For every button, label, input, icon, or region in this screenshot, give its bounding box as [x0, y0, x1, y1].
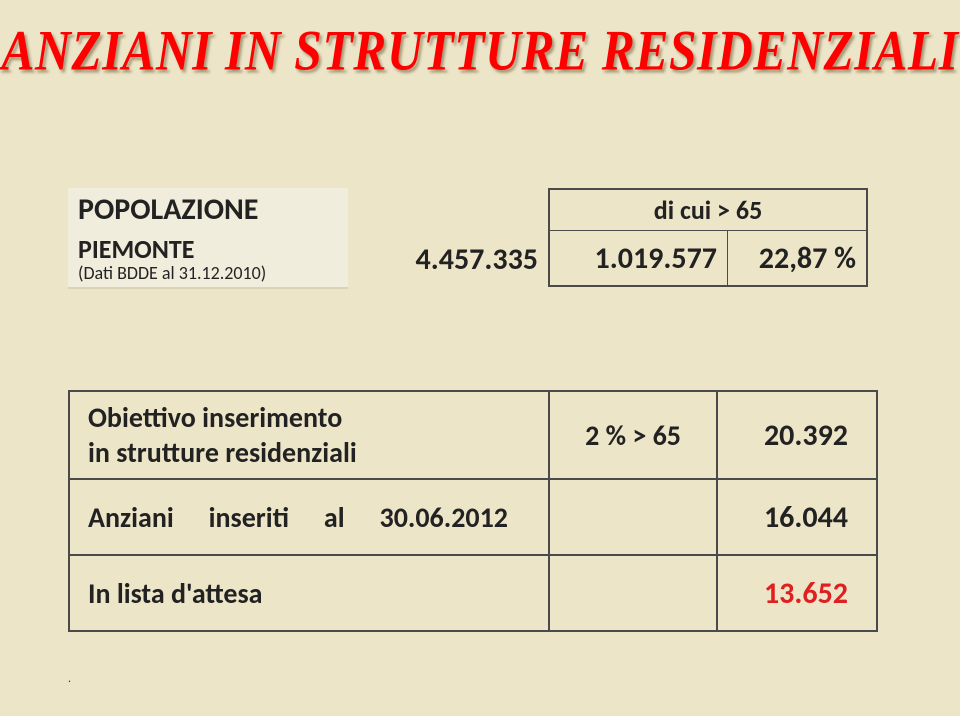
- row3-label: In lista d'attesa: [88, 576, 263, 611]
- table-row: In lista d'attesa 13.652: [69, 555, 877, 631]
- pop-total: 4.457.335: [416, 241, 538, 278]
- row2-val: 16.044: [764, 499, 848, 536]
- row1-label-line1: Obiettivo inserimento: [88, 400, 530, 435]
- pop-over65: 1.019.577: [595, 240, 717, 277]
- table-row: Anziani inseriti al 30.06.2012 16.044: [69, 479, 877, 555]
- table-row: Obiettivo inserimento in strutture resid…: [69, 391, 877, 479]
- row1-val: 20.392: [764, 417, 848, 454]
- pop-label-sub2: (Dati BDDE al 31.12.2010): [78, 262, 266, 284]
- row1-label-line2: in strutture residenziali: [88, 435, 530, 470]
- row3-val: 13.652: [764, 575, 848, 612]
- row2-label: Anziani inseriti al 30.06.2012: [88, 500, 508, 535]
- row1-mid: 2 % > 65: [585, 418, 681, 453]
- population-table: POPOLAZIONE di cui > 65 PIEMONTE (Dati B…: [68, 188, 868, 287]
- pop-label-main: POPOLAZIONE: [78, 191, 258, 228]
- pop-label-sub1: PIEMONTE: [78, 233, 194, 265]
- slide-title: ANZIANI IN STRUTTURE RESIDENZIALI: [1, 20, 958, 85]
- objectives-table: Obiettivo inserimento in strutture resid…: [68, 390, 878, 632]
- footnote-dot: .: [68, 672, 71, 686]
- over65-header: di cui > 65: [654, 194, 763, 226]
- pop-pct: 22,87 %: [759, 240, 856, 277]
